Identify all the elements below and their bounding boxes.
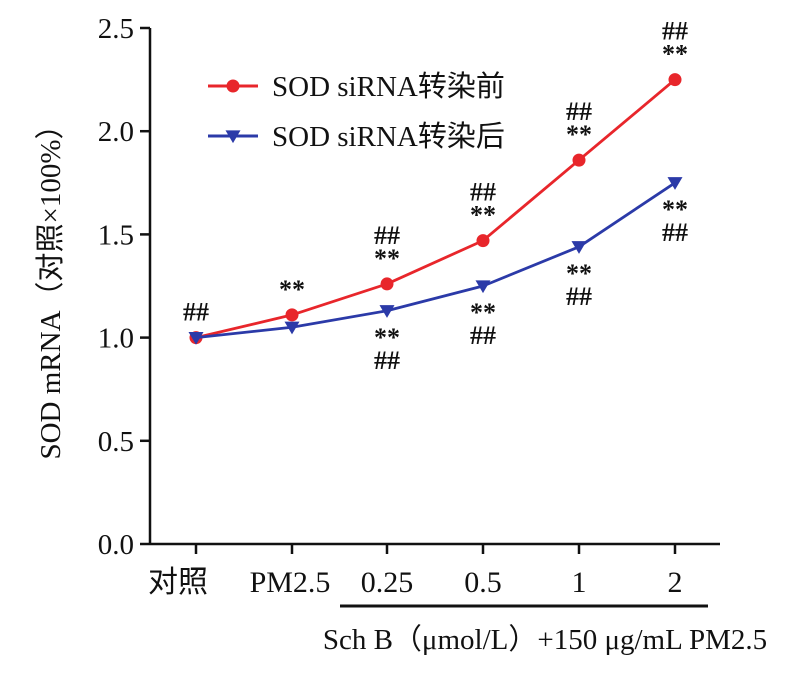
x-tick-label: 0.25 xyxy=(361,566,414,599)
series-2 xyxy=(188,177,683,345)
significance-label: ** xyxy=(374,244,400,273)
significance-label: ## xyxy=(662,17,688,46)
significance-label: ## xyxy=(374,346,400,375)
x-tick-label: 0.5 xyxy=(464,566,502,599)
legend-label: SOD siRNA转染前 xyxy=(272,70,505,103)
significance-label: ** xyxy=(470,298,496,327)
significance-label: ** xyxy=(566,120,592,149)
x-tick-label: PM2.5 xyxy=(250,566,331,599)
data-point xyxy=(667,177,683,190)
series-1 xyxy=(189,73,682,345)
data-point xyxy=(668,73,682,87)
legend-item-1: SOD siRNA转染前 xyxy=(208,70,505,103)
significance-label: ** xyxy=(374,323,400,352)
x-tick-label: 1 xyxy=(572,566,587,599)
y-tick-label: 0.0 xyxy=(98,529,134,561)
y-tick-label: 0.5 xyxy=(98,426,134,458)
data-point xyxy=(572,153,586,167)
significance-label: ## xyxy=(566,97,592,126)
annotation-layer: ##****##**##**##**##**##**##**##**## xyxy=(183,17,688,375)
data-point xyxy=(379,305,395,318)
legend-marker xyxy=(226,79,240,93)
significance-label: ## xyxy=(662,218,688,247)
x-axis-label: Sch B（μmol/L）+150 μg/mL PM2.5 xyxy=(323,624,767,656)
series-line xyxy=(195,181,676,339)
significance-label: ** xyxy=(279,275,305,304)
data-point xyxy=(475,280,491,294)
significance-label: ## xyxy=(183,298,209,327)
x-tick-label: 2 xyxy=(668,566,683,599)
y-tick-label: 1.0 xyxy=(98,323,134,355)
data-point xyxy=(476,234,490,248)
significance-label: ## xyxy=(566,282,592,311)
significance-label: ** xyxy=(470,201,496,230)
data-point xyxy=(285,308,299,322)
y-tick-label: 1.5 xyxy=(98,219,134,251)
significance-label: ## xyxy=(374,221,400,250)
significance-label: ## xyxy=(470,321,496,350)
legend-item-2: SOD siRNA转染后 xyxy=(208,120,505,153)
y-tick-label: 2.0 xyxy=(98,116,134,148)
legend-label: SOD siRNA转染后 xyxy=(272,120,505,153)
y-tick-label: 2.5 xyxy=(98,13,134,45)
data-point xyxy=(380,277,394,291)
axes: 0.0 0.5 1.0 1.5 2.0 2.5 对照 PM2.5 0.25 0.5 1 2 Sch B（… xyxy=(34,13,767,656)
y-axis-label: SOD mRNA（对照×100%） xyxy=(34,110,67,459)
significance-label: ** xyxy=(662,195,688,224)
series-layer xyxy=(188,73,683,345)
legend: SOD siRNA转染前 SOD siRNA转染后 xyxy=(208,70,505,153)
data-point xyxy=(571,241,587,254)
significance-label: ** xyxy=(566,259,592,288)
x-tick-label: 对照 xyxy=(148,566,208,599)
significance-label: ## xyxy=(470,178,496,207)
series-line xyxy=(195,78,676,339)
data-point xyxy=(284,321,300,335)
significance-label: ** xyxy=(662,40,688,69)
legend-marker xyxy=(225,130,241,144)
data-point xyxy=(188,331,204,345)
